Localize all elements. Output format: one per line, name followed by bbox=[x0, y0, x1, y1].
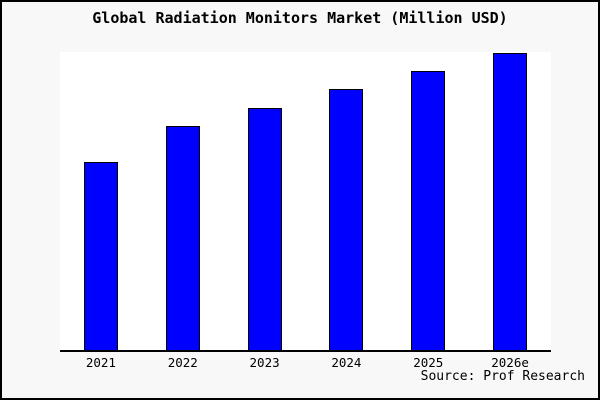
plot-area bbox=[60, 52, 551, 352]
x-tick-label-2022: 2022 bbox=[167, 355, 198, 370]
bar-2025 bbox=[411, 71, 446, 350]
bar-2024 bbox=[329, 89, 364, 350]
x-tick-label-2024: 2024 bbox=[331, 355, 362, 370]
bar-2021 bbox=[83, 162, 118, 350]
source-credit: Source: Prof Research bbox=[420, 369, 585, 384]
bar-2023 bbox=[247, 108, 282, 350]
bar-2026e bbox=[493, 53, 528, 350]
chart-title: Global Radiation Monitors Market (Millio… bbox=[92, 9, 508, 27]
x-tick-label-2025: 2025 bbox=[413, 355, 444, 370]
x-tick-label-2026e: 2026e bbox=[491, 355, 529, 370]
x-tick-label-2023: 2023 bbox=[249, 355, 280, 370]
bar-2022 bbox=[165, 126, 200, 350]
x-tick-label-2021: 2021 bbox=[85, 355, 116, 370]
